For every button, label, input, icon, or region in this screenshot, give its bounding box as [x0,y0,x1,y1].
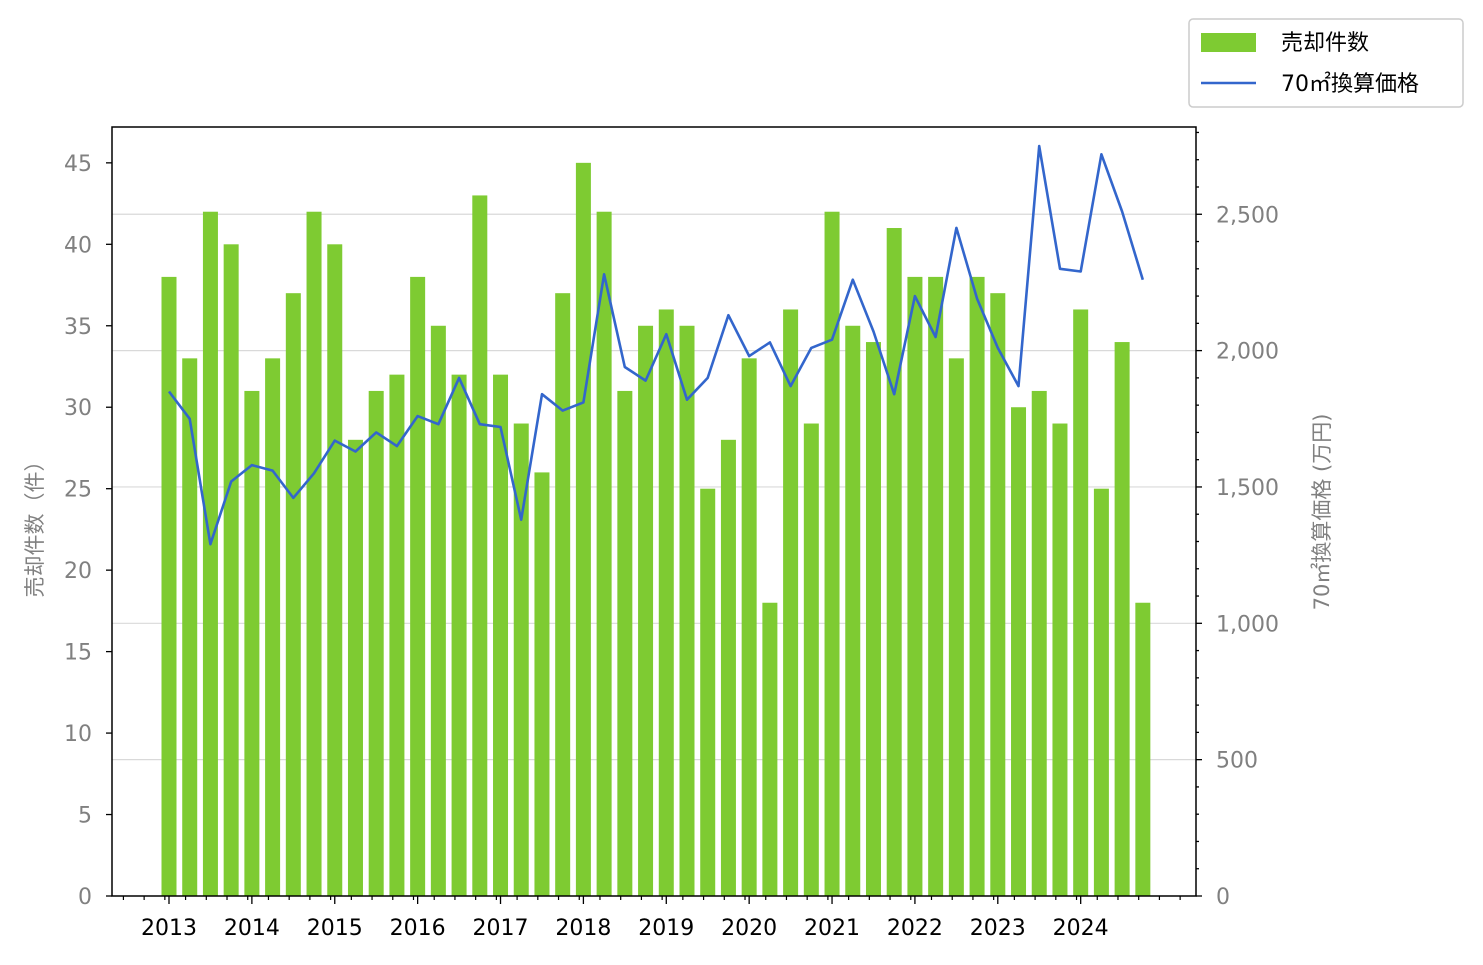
legend: 売却件数 70㎡換算価格 [1188,18,1464,108]
y-axis-right-label: 70㎡換算価格 (万円) [1310,414,1334,611]
plot-frame [111,126,1197,897]
bar [223,244,239,897]
bar [803,423,819,896]
bar [907,276,923,896]
bar [679,325,695,896]
y-left-tick-label: 0 [78,885,92,910]
bar [990,293,1006,896]
bar [720,439,736,896]
bar [700,488,716,896]
bar [948,358,964,896]
bar [1114,342,1130,896]
bar [638,325,654,896]
y-right-tick-label: 0 [1216,885,1230,910]
x-tick-label: 2021 [804,916,860,941]
bar [265,358,281,896]
y-right-tick-label: 2,500 [1216,203,1279,228]
bar [327,244,343,897]
bar [161,276,177,896]
bar [1011,407,1027,896]
bar [306,211,322,896]
legend-line-label: 70㎡換算価格 [1281,71,1419,97]
line-series [167,144,1145,546]
x-tick-label: 2023 [970,916,1026,941]
y-right-tick-label: 500 [1216,749,1258,774]
y-right-tick-label: 1,500 [1216,476,1279,501]
y-right-tick-label: 2,000 [1216,340,1279,365]
y-left-tick-label: 20 [64,559,92,584]
x-tick-label: 2022 [887,916,943,941]
bar [493,374,509,897]
bar [555,293,571,896]
bar [886,228,902,897]
bar [347,439,363,896]
legend-box [1188,18,1464,108]
x-tick-label: 2024 [1053,916,1109,941]
bar [244,390,260,896]
bar [575,162,591,897]
y-left-tick-label: 30 [64,396,92,421]
price-line [167,144,1145,546]
axes: 0 5 10 15 20 25 30 35 40 45 0 500 1,000 1,500 2,000 2,5… [64,126,1279,941]
bar [824,211,840,896]
bar [845,325,861,896]
legend-bar-swatch [1201,33,1256,52]
bar [182,358,198,896]
x-tick-label: 2015 [307,916,363,941]
y-left-tick-label: 40 [64,233,92,258]
bar [285,293,301,896]
bar [928,276,944,896]
bar [1135,602,1151,896]
x-tick-label: 2017 [473,916,529,941]
x-tick-label: 2018 [555,916,611,941]
bar [969,276,985,896]
legend-bar-label: 売却件数 [1281,31,1369,56]
bar [513,423,529,896]
y-left-tick-label: 10 [64,722,92,747]
bar [1031,390,1047,896]
x-tick-label: 2020 [721,916,777,941]
bar [617,390,633,896]
bar [389,374,405,897]
bar [534,472,550,896]
bar [1093,488,1109,896]
bar [410,276,426,896]
bar [472,195,488,896]
bar [1073,309,1089,896]
y-left-tick-label: 15 [64,641,92,666]
bar [762,602,778,896]
bar [430,325,446,896]
x-tick-label: 2013 [141,916,197,941]
bar [783,309,799,896]
bar [741,358,757,896]
y-left-tick-label: 25 [64,478,92,503]
bar [865,342,881,896]
x-tick-label: 2019 [638,916,694,941]
bar [596,211,612,896]
y-left-tick-label: 45 [64,152,92,177]
bar [1052,423,1068,896]
bar-series [161,162,1151,897]
x-tick-label: 2016 [390,916,446,941]
y-axis-left-label: 売却件数（件） [23,451,47,598]
y-left-tick-label: 35 [64,315,92,340]
bar [368,390,384,896]
bar [658,309,674,896]
x-tick-label: 2014 [224,916,280,941]
y-left-tick-label: 5 [78,804,92,829]
bar [451,374,467,897]
y-right-tick-label: 1,000 [1216,612,1279,637]
bar [202,211,218,896]
